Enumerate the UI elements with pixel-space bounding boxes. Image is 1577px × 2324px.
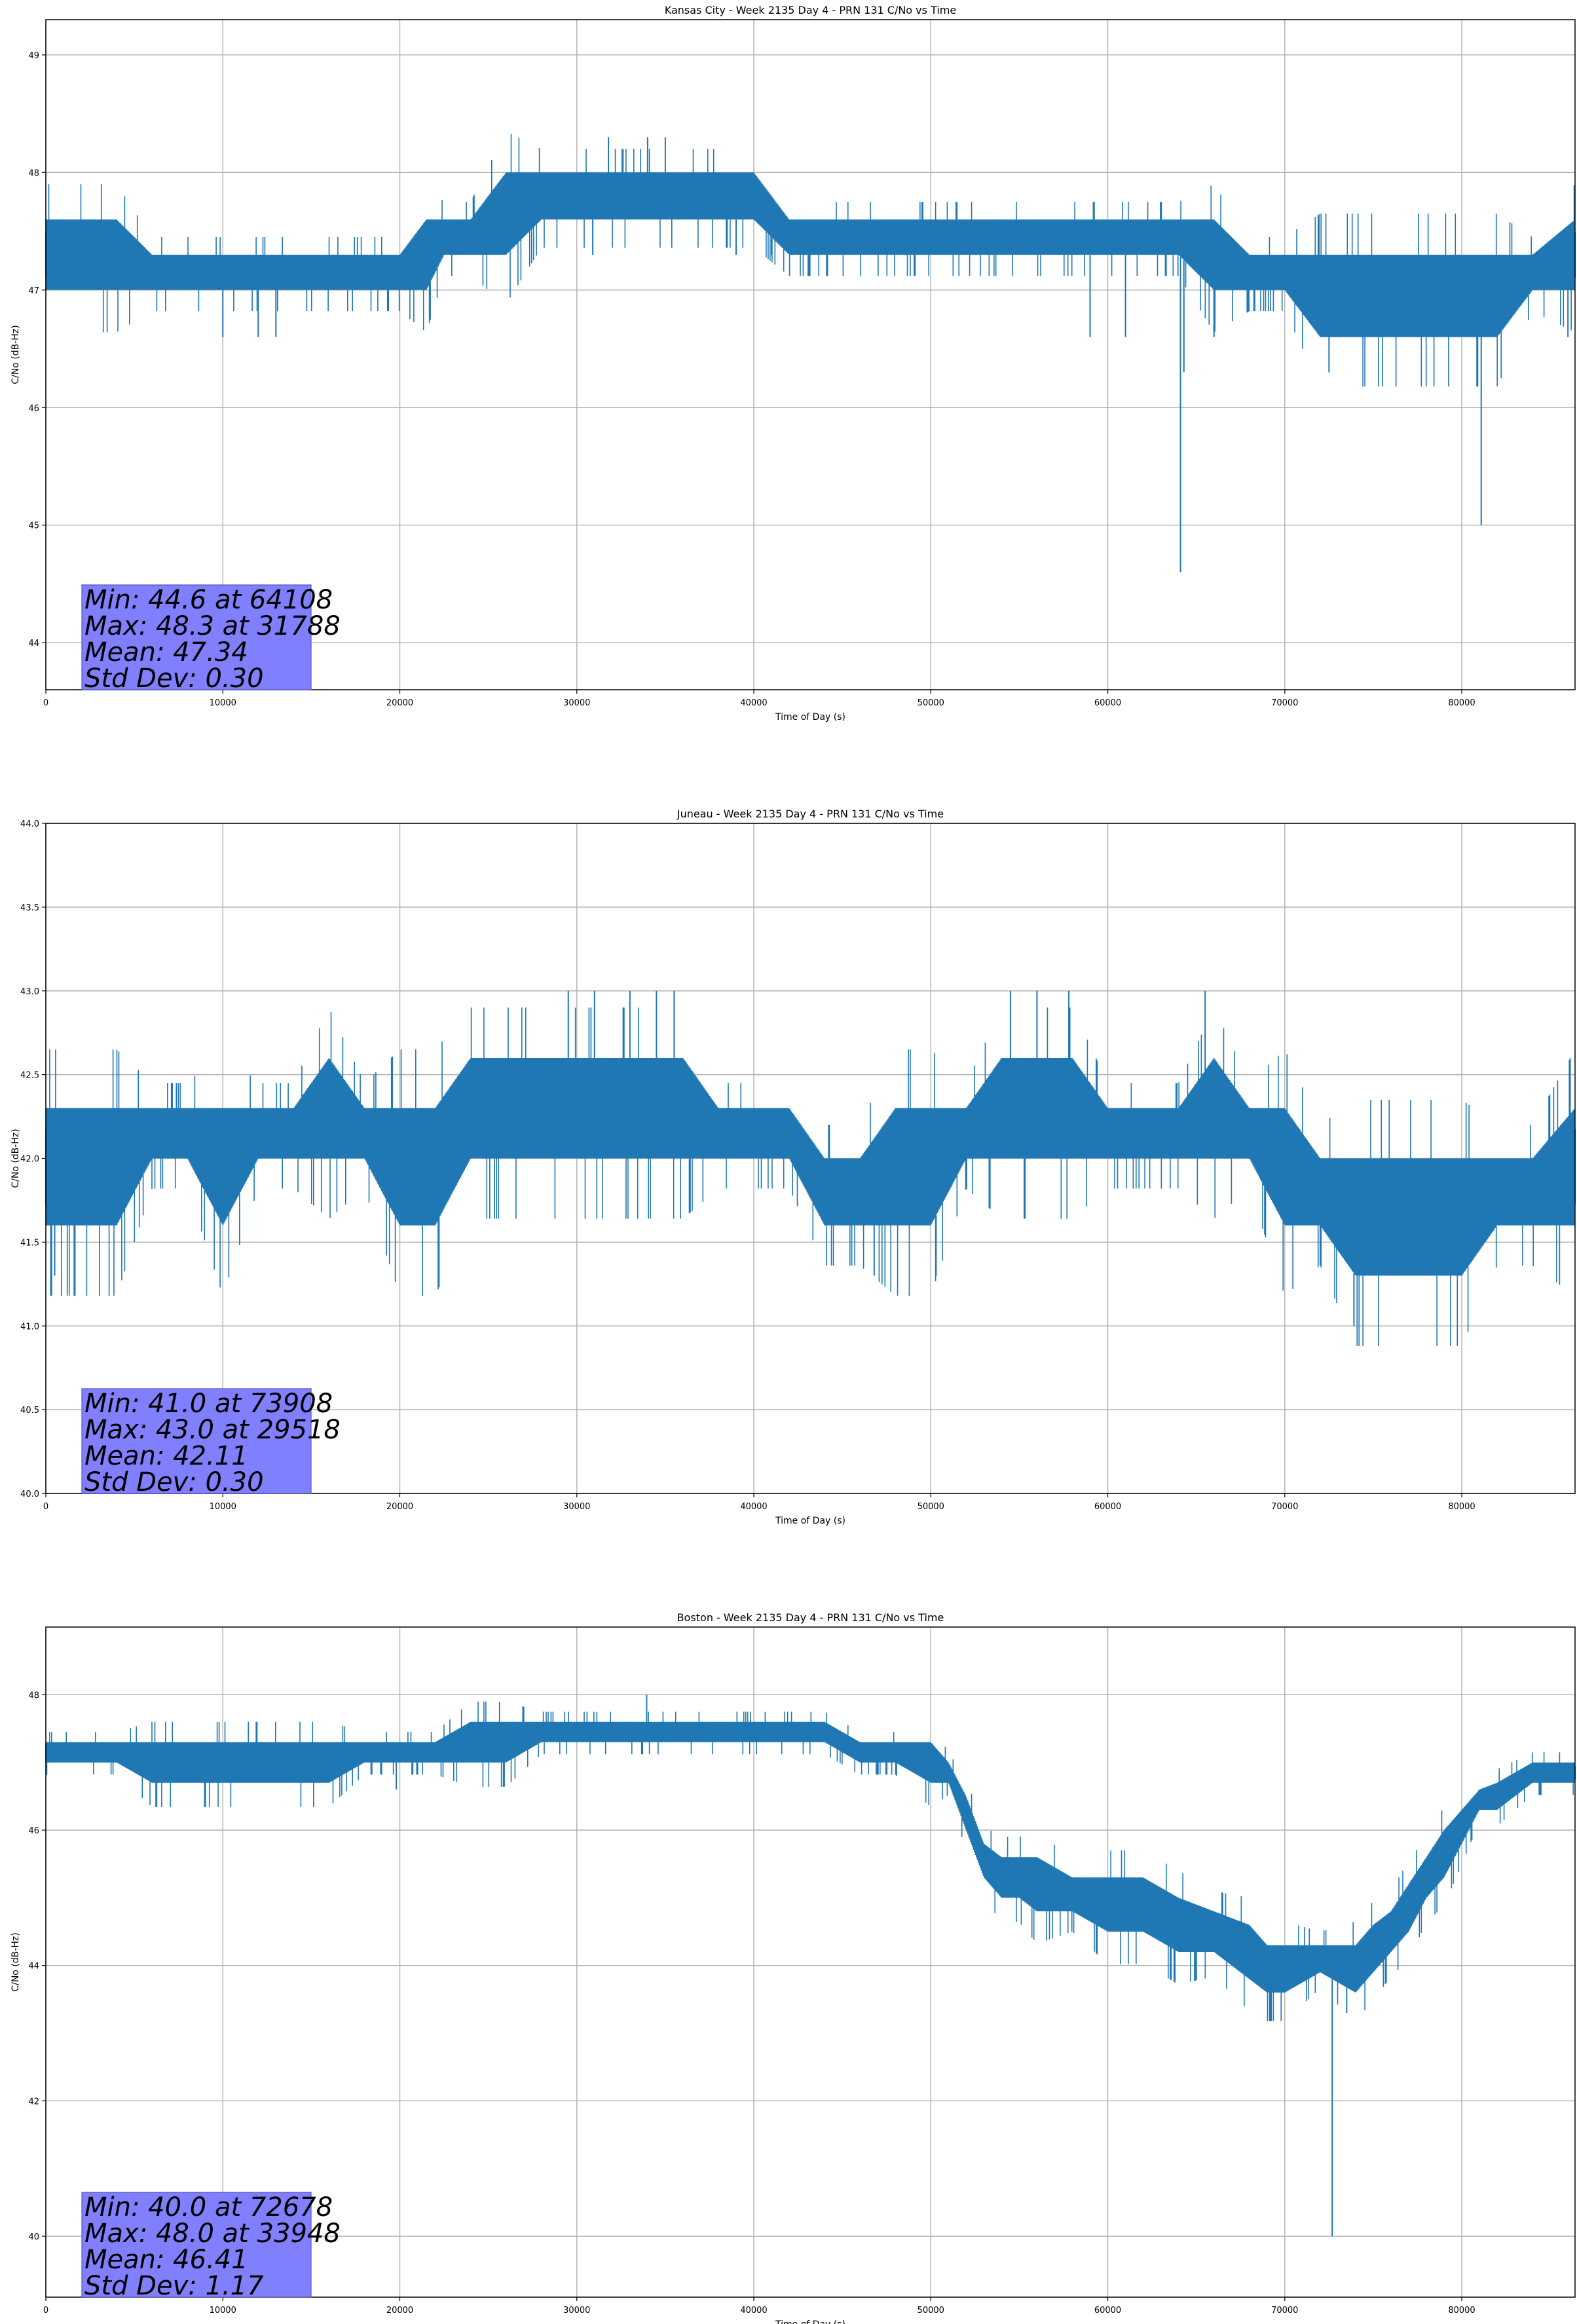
y-tick-label: 49 xyxy=(28,51,39,61)
x-tick-label: 80000 xyxy=(1448,2306,1475,2315)
plot-frame xyxy=(45,1626,1576,2298)
x-tick-label: 30000 xyxy=(563,2306,590,2315)
y-tick-label: 41.5 xyxy=(20,1238,39,1248)
x-tick-label: 10000 xyxy=(210,698,236,708)
x-tick-label: 0 xyxy=(43,1502,48,1512)
x-tick-label: 30000 xyxy=(563,698,590,708)
stats-box xyxy=(81,584,312,690)
x-tick-label: 60000 xyxy=(1094,698,1121,708)
x-axis-label: Time of Day (s) xyxy=(775,1516,845,1526)
x-tick-label: 50000 xyxy=(918,2306,944,2315)
x-tick-label: 20000 xyxy=(386,1502,413,1512)
stats-line: Max: 43.0 at 29518 xyxy=(84,1415,341,1445)
x-tick-label: 10000 xyxy=(210,2306,236,2315)
y-tick-label: 41.0 xyxy=(20,1322,39,1332)
x-tick-label: 80000 xyxy=(1448,1502,1475,1512)
plot-frame xyxy=(45,19,1576,690)
y-tick-label: 46 xyxy=(28,1826,39,1836)
x-tick-label: 40000 xyxy=(740,1502,767,1512)
y-tick-label: 48 xyxy=(28,1691,39,1700)
data-series xyxy=(45,134,1576,572)
y-tick-label: 40.0 xyxy=(20,1490,39,1499)
y-tick-label: 40 xyxy=(28,2232,39,2242)
x-tick-label: 60000 xyxy=(1094,2306,1121,2315)
y-tick-label: 42 xyxy=(28,2097,39,2107)
y-axis-label: C/No (dB-Hz) xyxy=(10,1129,21,1188)
x-tick-label: 30000 xyxy=(563,1502,590,1512)
x-tick-label: 0 xyxy=(43,698,48,708)
data-series xyxy=(45,990,1576,1346)
x-tick-label: 10000 xyxy=(210,1502,236,1512)
data-line xyxy=(45,134,1575,386)
chart-panel-0: 0 10000 20000 30000 40000 50000 60000 70000 8000… xyxy=(10,4,1576,722)
x-tick-label: 50000 xyxy=(918,1502,944,1512)
x-tick-label: 60000 xyxy=(1094,1502,1121,1512)
y-tick-label: 44.0 xyxy=(20,819,39,829)
y-tick-label: 43.5 xyxy=(20,903,39,913)
y-axis-label: C/No (dB-Hz) xyxy=(10,325,21,384)
x-tick-label: 40000 xyxy=(740,698,767,708)
stats-line: Mean: 47.34 xyxy=(84,637,248,667)
stats-box xyxy=(81,1388,312,1494)
x-axis-label: Time of Day (s) xyxy=(775,2319,845,2324)
y-tick-label: 44 xyxy=(28,1962,39,1972)
stats-line: Max: 48.3 at 31788 xyxy=(84,611,341,641)
chart-panel-2: 0 10000 20000 30000 40000 50000 60000 70000 8000… xyxy=(10,1611,1576,2324)
chart-title: Kansas City - Week 2135 Day 4 - PRN 131 … xyxy=(665,4,956,16)
y-tick-label: 47 xyxy=(28,286,39,296)
y-tick-label: 43.0 xyxy=(20,987,39,997)
y-tick-label: 40.5 xyxy=(20,1406,39,1415)
x-tick-label: 70000 xyxy=(1271,2306,1298,2315)
stats-line: Std Dev: 0.30 xyxy=(84,1467,264,1497)
stats-line: Max: 48.0 at 33948 xyxy=(84,2219,341,2249)
stats-line: Min: 41.0 at 73908 xyxy=(84,1389,333,1419)
stats-line: Std Dev: 0.30 xyxy=(84,664,264,694)
x-tick-label: 70000 xyxy=(1271,1502,1298,1512)
chart-title: Juneau - Week 2135 Day 4 - PRN 131 C/No … xyxy=(677,808,944,820)
stats-line: Std Dev: 1.17 xyxy=(84,2271,264,2301)
x-tick-label: 70000 xyxy=(1271,698,1298,708)
stats-line: Min: 44.6 at 64108 xyxy=(84,585,333,615)
y-tick-label: 42.0 xyxy=(20,1155,39,1165)
y-tick-label: 44 xyxy=(28,639,39,648)
x-axis-label: Time of Day (s) xyxy=(775,712,845,722)
x-tick-label: 0 xyxy=(43,2306,48,2315)
x-tick-label: 20000 xyxy=(386,698,413,708)
y-tick-label: 42.5 xyxy=(20,1071,39,1081)
chart-title: Boston - Week 2135 Day 4 - PRN 131 C/No … xyxy=(677,1611,944,1624)
stats-box xyxy=(81,2192,312,2298)
stats-line: Mean: 46.41 xyxy=(84,2245,248,2275)
x-tick-label: 40000 xyxy=(740,2306,767,2315)
x-tick-label: 80000 xyxy=(1448,698,1475,708)
y-tick-label: 46 xyxy=(28,403,39,413)
x-tick-label: 20000 xyxy=(386,2306,413,2315)
y-tick-label: 45 xyxy=(28,521,39,531)
y-axis-label: C/No (dB-Hz) xyxy=(10,1932,21,1991)
stats-line: Min: 40.0 at 72678 xyxy=(84,2192,333,2222)
x-tick-label: 50000 xyxy=(918,698,944,708)
chart-panel-1: 0 10000 20000 30000 40000 50000 60000 70000 8000… xyxy=(10,808,1576,1526)
y-tick-label: 48 xyxy=(28,168,39,178)
stats-line: Mean: 42.11 xyxy=(84,1441,248,1471)
